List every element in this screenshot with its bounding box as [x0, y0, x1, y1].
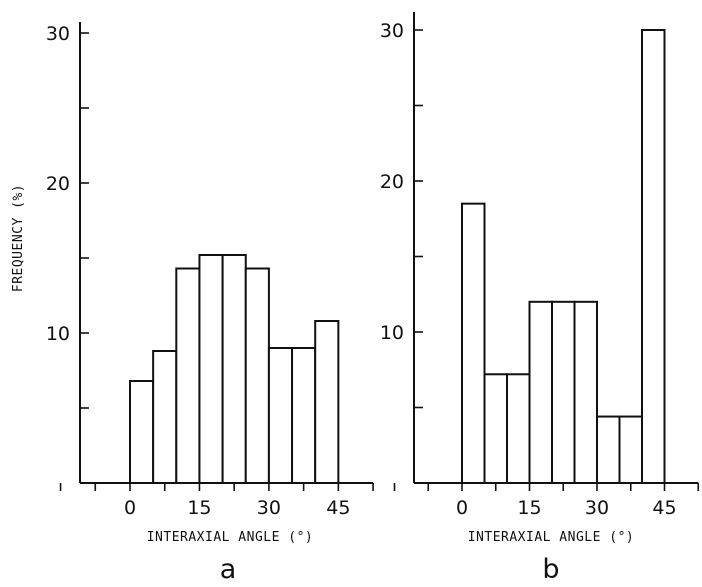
y-tick-label: 20: [46, 173, 70, 195]
histogram-bar: [528, 300, 553, 484]
histogram-bar: [291, 347, 317, 484]
x-axis-title: INTERAXIAL ANGLE (°): [147, 530, 314, 545]
histogram-bar: [483, 373, 508, 484]
histogram-bar: [314, 320, 340, 484]
x-tick-label: 30: [585, 497, 609, 519]
x-tick-label: 0: [124, 497, 136, 519]
x-tick-label: 45: [652, 497, 676, 519]
histogram-bar: [618, 415, 643, 484]
panel-label: a: [220, 554, 237, 585]
histogram-bar: [267, 347, 294, 484]
x-axis-title: INTERAXIAL ANGLE (°): [468, 530, 635, 545]
histogram-panel-a: 10 20 30 0 15 30 45 INTERAXIAL ANGLE (°) FREQUEN…: [11, 22, 374, 585]
histogram-bar: [221, 254, 247, 484]
histogram-bar: [573, 300, 598, 484]
x-tick-label: 30: [257, 497, 281, 519]
histogram-bar: [461, 202, 486, 484]
y-tick-label: 10: [46, 323, 70, 345]
x-tick-label: 15: [517, 497, 541, 519]
histogram-panel-b: 10 20 30 0 15 30 45 INTERAXIAL ANGLE (°) b: [380, 12, 700, 585]
y-tick-label: 30: [46, 23, 70, 45]
histogram-bar: [551, 300, 576, 484]
histogram-bar: [198, 254, 224, 484]
y-tick-label: 10: [380, 322, 404, 344]
histogram-bar: [641, 29, 666, 484]
x-tick-label: 45: [326, 497, 350, 519]
y-tick-label: 20: [380, 171, 404, 193]
histogram-bar: [244, 267, 270, 484]
x-tick-label: 15: [187, 497, 211, 519]
histogram-bar: [152, 350, 178, 484]
y-tick-label: 30: [380, 20, 404, 42]
histogram-bar: [175, 267, 201, 484]
panel-label: b: [542, 554, 559, 585]
y-axis-title: FREQUENCY (%): [11, 184, 26, 292]
histogram-bar: [506, 373, 531, 484]
histogram-bar: [596, 415, 621, 484]
histogram-bar: [129, 380, 155, 484]
x-tick-label: 0: [456, 497, 468, 519]
